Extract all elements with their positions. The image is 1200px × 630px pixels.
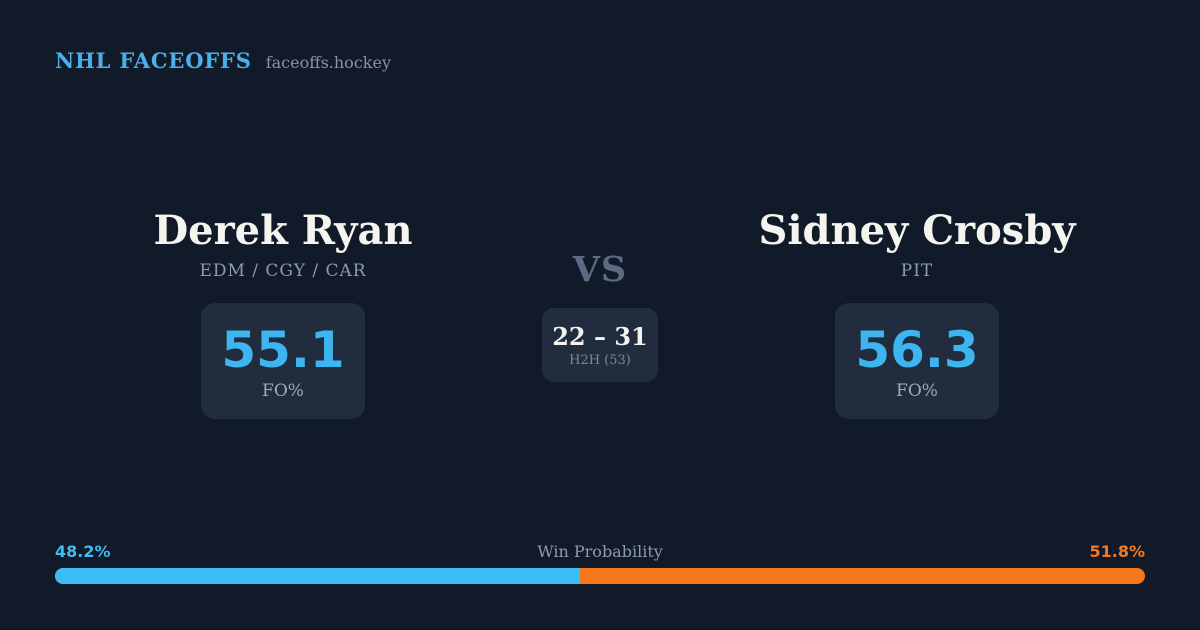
h2h-note: H2H (53) [569,352,631,368]
win-probability-bar [55,568,1145,584]
player-left-name: Derek Ryan [153,207,413,254]
player-right-fo-value: 56.3 [855,320,979,379]
player-left-panel: Derek Ryan EDM / CGY / CAR 55.1 FO% [83,205,483,419]
win-probability-title: Win Probability [537,542,663,561]
player-right-name: Sidney Crosby [758,207,1076,254]
site-domain: faceoffs.hockey [265,53,391,72]
player-right-panel: Sidney Crosby PIT 56.3 FO% [717,205,1117,419]
player-right-fo-label: FO% [896,380,938,401]
win-probability-labels: 48.2% Win Probability 51.8% [55,540,1145,564]
win-probability-left-pct: 48.2% [55,542,111,561]
win-probability-right-pct: 51.8% [1089,542,1145,561]
h2h-card: 22 – 31 H2H (53) [542,308,658,382]
brand-title: NHL FACEOFFS [55,48,252,73]
player-left-fo-value: 55.1 [221,320,345,379]
player-left-teams: EDM / CGY / CAR [199,261,367,281]
vs-label: VS [572,249,628,290]
header: NHL FACEOFFS faceoffs.hockey [55,48,391,73]
versus-panel: VS 22 – 31 H2H (53) [400,248,800,382]
win-probability-bar-left-segment [55,568,581,584]
player-right-stat-card: 56.3 FO% [835,303,999,419]
h2h-score: 22 – 31 [552,321,648,351]
player-left-stat-card: 55.1 FO% [201,303,365,419]
player-left-fo-label: FO% [262,380,304,401]
player-right-teams: PIT [900,261,934,281]
